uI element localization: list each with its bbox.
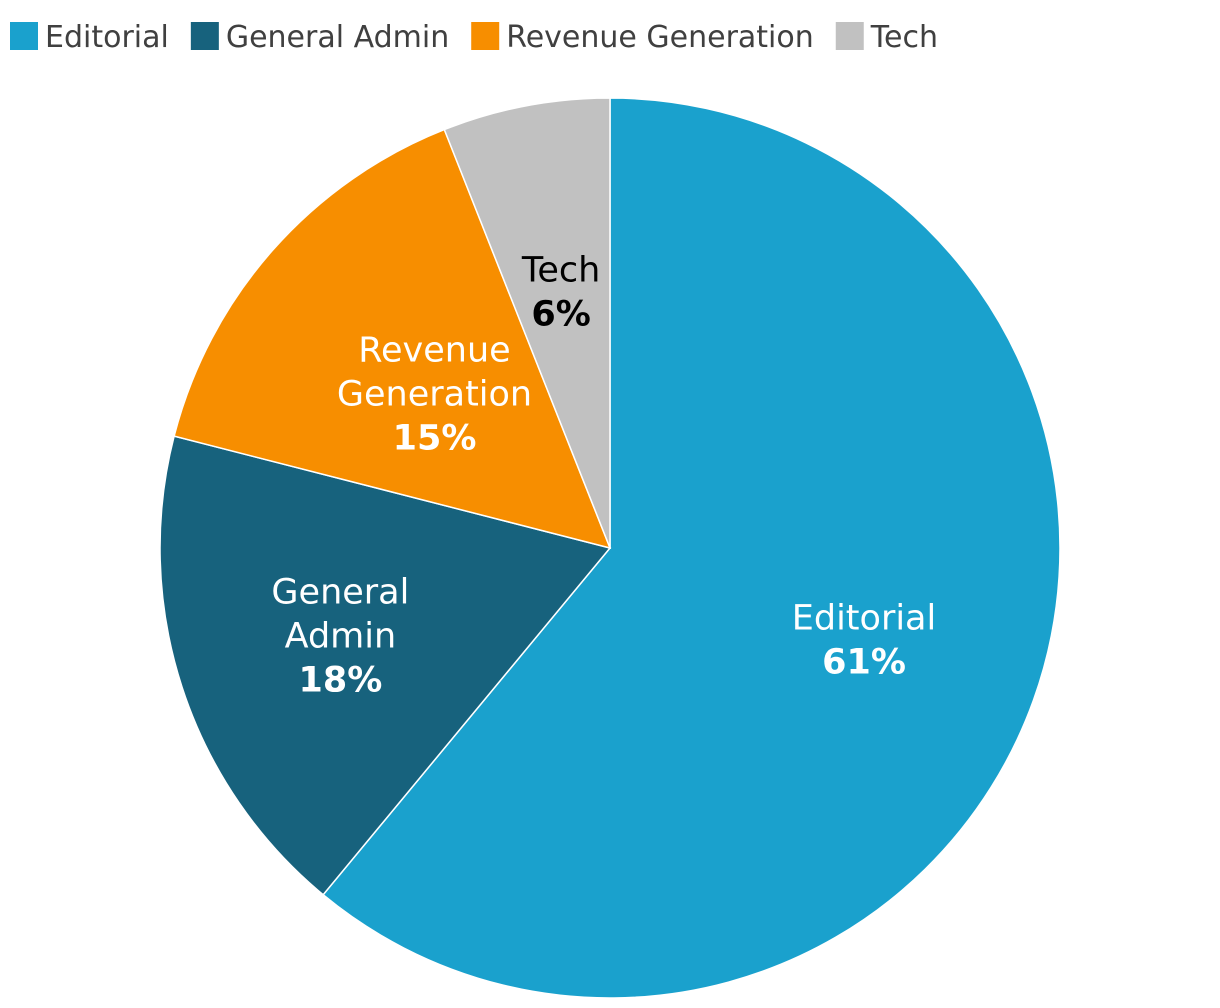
legend-label: Tech [870,20,938,55]
chart-legend: Editorial General Admin Revenue Generation… [10,20,938,55]
data-label-name: Tech [521,251,600,291]
legend-item-editorial: Editorial [10,20,169,55]
legend-swatch [471,22,500,50]
legend-swatch [835,22,864,50]
data-label-revenue-generation: Revenue Generation 15% [337,330,532,458]
data-label-name: General [271,573,409,613]
legend-label: General Admin [226,20,449,55]
legend-swatch [10,22,38,50]
legend-item-general-admin: General Admin [190,20,449,55]
pie-slice-editorial [322,97,1061,999]
data-label-tech: Tech 6% [521,251,600,335]
data-label-name: Revenue [358,330,510,370]
data-label-percent: 6% [531,295,590,335]
legend-item-revenue-generation: Revenue Generation [471,20,814,55]
slice-labels: Editorial 61%General Admin 18%Revenue Genera… [271,251,936,701]
data-label-name: Generation [337,374,532,414]
legend-label: Revenue Generation [506,20,814,55]
data-label-general-admin: General Admin 18% [271,573,409,701]
data-label-percent: 15% [393,418,477,458]
data-label-name: Admin [285,617,397,657]
data-label-percent: 18% [299,661,383,701]
pie-slices [159,97,1061,999]
data-label-percent: 61% [822,643,906,683]
data-label-editorial: Editorial 61% [792,599,936,683]
data-label-name: Editorial [792,599,936,639]
legend-label: Editorial [45,20,169,55]
pie-slice-tech [443,97,611,549]
legend-swatch [190,22,219,50]
legend-item-tech: Tech [835,20,938,55]
pie-slice-general-admin [159,435,612,896]
pie-slice-revenue-generation [173,128,612,550]
